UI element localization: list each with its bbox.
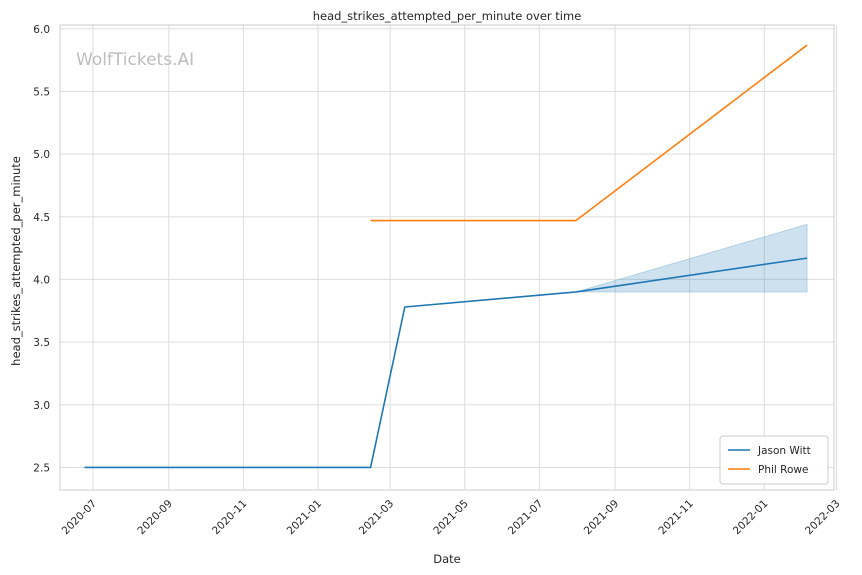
- x-tick-label: 2021-03: [357, 498, 397, 538]
- y-tick-label: 6.0: [33, 24, 50, 36]
- confidence-band-jason-witt: [575, 223, 808, 293]
- y-axis-label: head_strikes_attempted_per_minute: [9, 156, 23, 366]
- legend-box: [719, 435, 829, 485]
- x-tick-label: 2021-11: [656, 498, 696, 538]
- x-tick-label: 2022-01: [731, 498, 771, 538]
- y-tick-label: 5.5: [33, 86, 50, 98]
- series-line-phil-rowe: [370, 44, 808, 222]
- x-axis-label: Date: [433, 552, 461, 566]
- x-tick-label: 2021-09: [582, 498, 622, 538]
- x-tick-labels: 2020-07 2020-09 2020-11 2021-01 2021-03 2021-…: [60, 498, 843, 538]
- legend-label: Jason Witt: [757, 445, 811, 457]
- x-tick-label: 2020-11: [210, 498, 250, 538]
- legend-label: Phil Rowe: [758, 464, 808, 476]
- series-lines: [84, 44, 808, 469]
- x-tick-label: 2021-05: [431, 498, 471, 538]
- x-tick-label: 2020-09: [135, 498, 175, 538]
- watermark: WolfTickets.AI: [76, 50, 194, 70]
- x-tick-label: 2020-07: [60, 498, 100, 538]
- plot-area-frame: [59, 24, 835, 491]
- y-tick-label: 2.5: [33, 462, 50, 474]
- y-tick-label: 4.0: [33, 274, 50, 286]
- x-tick-label: 2021-07: [506, 498, 546, 538]
- series-line-jason-witt: [84, 257, 808, 469]
- x-tick-label: 2022-03: [803, 498, 843, 538]
- y-tick-label: 4.5: [33, 212, 50, 224]
- y-tick-labels: 2.5 3.0 3.5 4.0 4.5 5.0 5.5 6.0: [33, 24, 50, 475]
- chart-title: head_strikes_attempted_per_minute over t…: [313, 9, 582, 23]
- y-tick-label: 5.0: [33, 149, 50, 161]
- legend: Jason Witt Phil Rowe: [719, 435, 829, 485]
- y-tick-label: 3.0: [33, 400, 50, 412]
- y-tick-label: 3.5: [33, 337, 50, 349]
- x-tick-label: 2021-01: [285, 498, 325, 538]
- confidence-bands: [575, 223, 808, 293]
